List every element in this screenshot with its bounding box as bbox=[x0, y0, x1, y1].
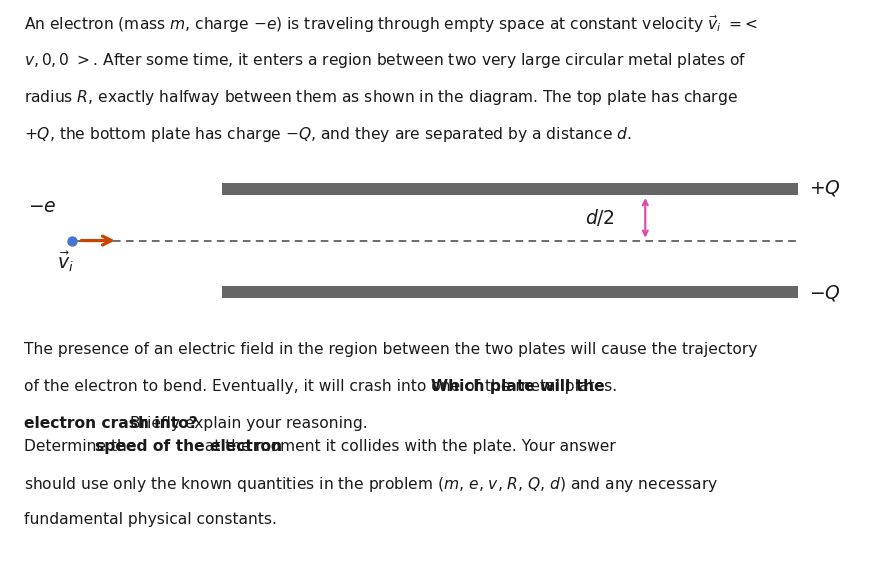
Bar bbox=[222, 286, 798, 298]
Text: Briefly explain your reasoning.: Briefly explain your reasoning. bbox=[130, 416, 367, 431]
Text: of the electron to bend. Eventually, it will crash into one of the metal plates.: of the electron to bend. Eventually, it … bbox=[24, 379, 780, 395]
Text: $\vec{v}_i$: $\vec{v}_i$ bbox=[57, 249, 74, 274]
Text: of the electron to bend. Eventually, it will crash into one of the metal plates.: of the electron to bend. Eventually, it … bbox=[24, 379, 623, 395]
Text: $v, 0, 0\ >$. After some time, it enters a region between two very large circula: $v, 0, 0\ >$. After some time, it enters… bbox=[24, 51, 746, 70]
Text: $d/2$: $d/2$ bbox=[585, 207, 615, 229]
Text: electron crash into?: electron crash into? bbox=[24, 416, 198, 431]
Text: $+Q$: $+Q$ bbox=[809, 178, 841, 198]
Text: An electron (mass $m$, charge $-e$) is traveling through empty space at constant: An electron (mass $m$, charge $-e$) is t… bbox=[24, 14, 759, 35]
Text: at the moment it collides with the plate. Your answer: at the moment it collides with the plate… bbox=[200, 439, 616, 454]
Bar bbox=[222, 183, 798, 195]
Text: radius $R$, exactly halfway between them as shown in the diagram. The top plate : radius $R$, exactly halfway between them… bbox=[24, 88, 739, 107]
Text: fundamental physical constants.: fundamental physical constants. bbox=[24, 512, 277, 528]
Text: speed of the electron: speed of the electron bbox=[94, 439, 282, 454]
Text: The presence of an electric field in the region between the two plates will caus: The presence of an electric field in the… bbox=[24, 342, 758, 358]
Text: $+Q$, the bottom plate has charge $-Q$, and they are separated by a distance $d$: $+Q$, the bottom plate has charge $-Q$, … bbox=[24, 125, 632, 144]
Text: $-Q$: $-Q$ bbox=[809, 283, 841, 303]
Text: $-e$: $-e$ bbox=[28, 197, 56, 216]
Text: Determine the: Determine the bbox=[24, 439, 142, 454]
Text: Which plate will the: Which plate will the bbox=[431, 379, 604, 395]
Text: should use only the known quantities in the problem ($m$, $e$, $v$, $R$, $Q$, $d: should use only the known quantities in … bbox=[24, 475, 719, 495]
